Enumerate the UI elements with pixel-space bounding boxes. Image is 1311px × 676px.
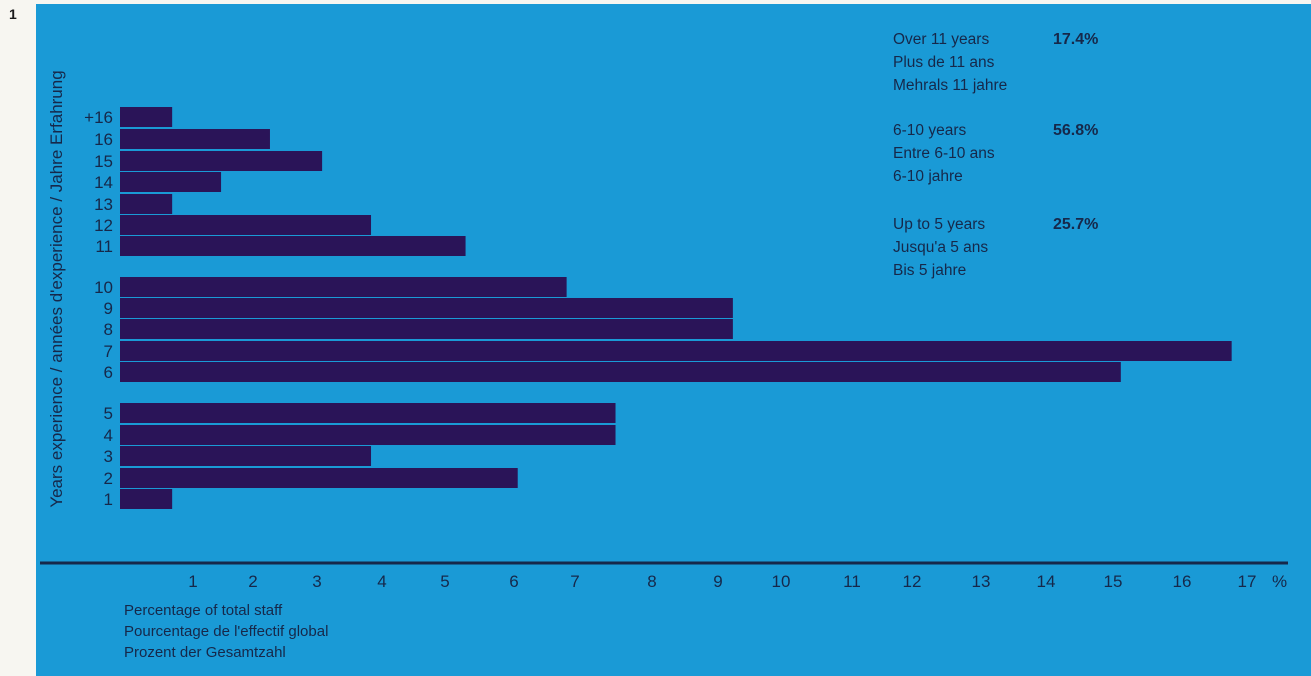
x-axis-label: Percentage of total staff Pourcentage de … <box>124 602 328 661</box>
y-tick-label: 10 <box>94 278 113 297</box>
y-tick-label: 12 <box>94 216 113 235</box>
y-tick-label: 2 <box>104 469 113 488</box>
x-tick-label: 11 <box>843 572 861 591</box>
chart-panel: Years experience / années d'experience /… <box>36 4 1311 676</box>
x-tick-label: 9 <box>713 572 722 591</box>
y-tick-label: 7 <box>104 342 113 361</box>
bar-3 <box>120 446 372 466</box>
y-tick-label: 6 <box>104 363 113 382</box>
figure-number: 1 <box>9 6 17 22</box>
bar-plus-16 <box>120 107 173 127</box>
legend-entry-percent: 25.7% <box>1053 216 1098 233</box>
x-tick-label: 8 <box>647 572 656 591</box>
y-tick-label: 3 <box>104 447 113 466</box>
y-tick-label: 4 <box>104 426 113 445</box>
bar-5 <box>120 403 616 423</box>
x-tick-label: 6 <box>509 572 518 591</box>
legend-entry-label: 6-10 jahre <box>893 168 963 185</box>
legend-entry-label: Jusqu'a 5 ans <box>893 239 988 256</box>
y-tick-label: 16 <box>94 130 113 149</box>
bar-9 <box>120 298 733 318</box>
legend-entry-label: Bis 5 jahre <box>893 262 966 279</box>
bar-7 <box>120 341 1232 361</box>
bars <box>120 107 1232 509</box>
y-tick-label: 14 <box>94 173 113 192</box>
bar-8 <box>120 319 733 339</box>
legend-entry: Up to 5 years Jusqu'a 5 ans Bis 5 jahre 25.… <box>893 216 1098 279</box>
x-axis-label-line: Percentage of total staff <box>124 602 283 619</box>
bar-10 <box>120 277 567 297</box>
legend: Over 11 years Plus de 11 ans Mehrals 11 ja… <box>893 31 1098 279</box>
bar-13 <box>120 194 173 214</box>
x-tick-label: 4 <box>377 572 386 591</box>
y-tick-labels: +16 16 15 14 13 12 11 10 9 8 7 6 5 4 3 2 1 <box>84 108 113 509</box>
x-tick-label: 7 <box>570 572 579 591</box>
bar-11 <box>120 236 466 256</box>
x-tick-label: 2 <box>248 572 257 591</box>
legend-entry: 6-10 years Entre 6-10 ans 6-10 jahre 56.8% <box>893 122 1098 185</box>
legend-entry-label: 6-10 years <box>893 122 966 139</box>
x-tick-label: 10 <box>772 572 791 591</box>
bar-6 <box>120 362 1121 382</box>
bar-12 <box>120 215 372 235</box>
x-axis-label-line: Pourcentage de l'effectif global <box>124 623 328 640</box>
y-axis-label: Years experience / années d'experience /… <box>47 70 66 507</box>
legend-entry-label: Up to 5 years <box>893 216 985 233</box>
y-tick-label: 8 <box>104 320 113 339</box>
legend-entry-label: Mehrals 11 jahre <box>893 77 1007 94</box>
y-tick-label: +16 <box>84 108 113 127</box>
y-axis-label-group: Years experience / années d'experience /… <box>47 70 66 507</box>
bar-2 <box>120 468 518 488</box>
legend-entry-label: Over 11 years <box>893 31 989 48</box>
y-tick-label: 1 <box>104 490 113 509</box>
x-tick-label: 3 <box>312 572 321 591</box>
y-tick-label: 11 <box>95 237 113 256</box>
y-tick-label: 5 <box>104 404 113 423</box>
x-tick-labels: 1 2 3 4 5 6 7 8 9 10 11 12 13 14 15 16 17% <box>188 572 1287 591</box>
bar-14 <box>120 172 222 192</box>
x-tick-label: 5 <box>440 572 449 591</box>
legend-entry-label: Entre 6-10 ans <box>893 145 995 162</box>
x-tick-label: 1 <box>188 572 197 591</box>
legend-entry-percent: 56.8% <box>1053 122 1098 139</box>
x-tick-label: 16 <box>1173 572 1192 591</box>
x-tick-label: 17 <box>1238 572 1257 591</box>
x-axis-label-line: Prozent der Gesamtzahl <box>124 644 286 661</box>
bar-1 <box>120 489 173 509</box>
x-tick-label: 12 <box>903 572 922 591</box>
y-tick-label: 9 <box>104 299 113 318</box>
legend-entry-percent: 17.4% <box>1053 31 1098 48</box>
x-tick-label: 15 <box>1104 572 1123 591</box>
bar-16 <box>120 129 270 149</box>
y-tick-label: 15 <box>94 152 113 171</box>
y-tick-label: 13 <box>94 195 113 214</box>
legend-entry-label: Plus de 11 ans <box>893 54 995 71</box>
bar-chart: Years experience / années d'experience /… <box>40 31 1288 661</box>
x-unit-label: % <box>1272 572 1287 591</box>
x-tick-label: 13 <box>972 572 991 591</box>
legend-entry: Over 11 years Plus de 11 ans Mehrals 11 ja… <box>893 31 1098 94</box>
bar-15 <box>120 151 323 171</box>
bar-4 <box>120 425 616 445</box>
x-tick-label: 14 <box>1037 572 1056 591</box>
